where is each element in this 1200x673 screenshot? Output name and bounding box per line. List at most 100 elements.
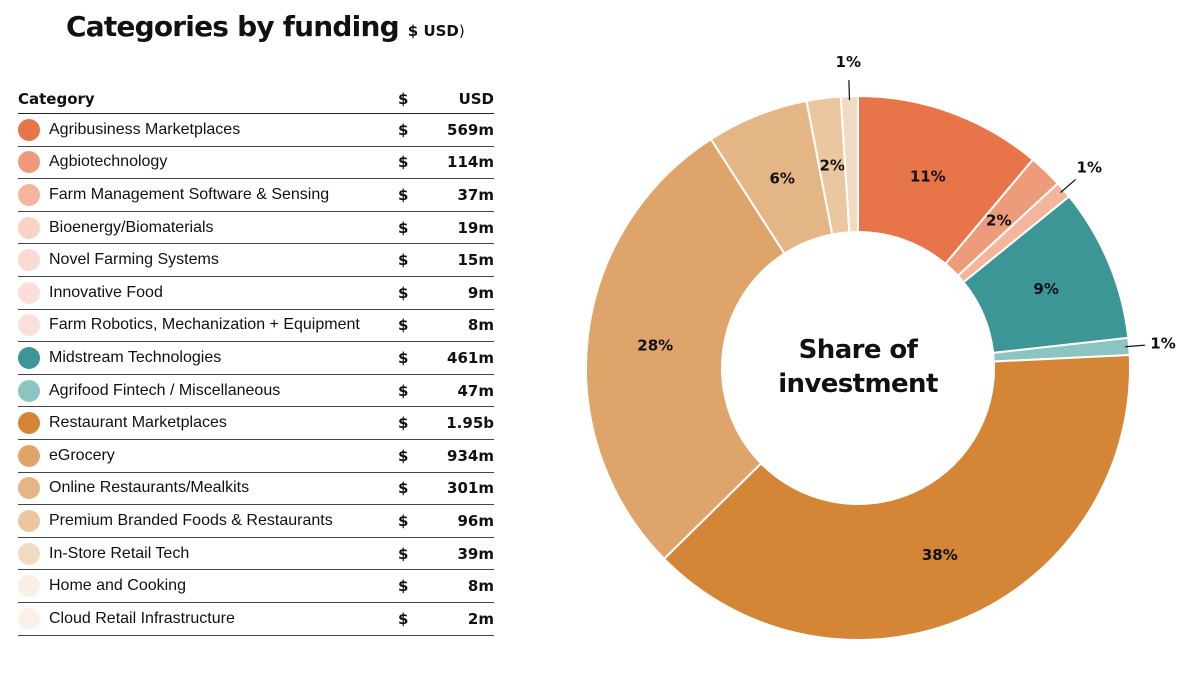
table-row: Farm Management Software & Sensing $37m — [18, 179, 494, 212]
table-row: Farm Robotics, Mechanization + Equipment… — [18, 310, 494, 343]
chart-title: Categories by funding $ USD) — [66, 10, 465, 43]
funding-value: 9m — [467, 283, 494, 302]
category-label: Agbiotechnology — [49, 153, 168, 171]
table-row: Premium Branded Foods & Restaurants $96m — [18, 505, 494, 538]
category-cell: Novel Farming Systems — [18, 249, 398, 272]
legend-swatch — [18, 477, 40, 500]
dollar-sign: $ — [398, 544, 409, 563]
leader-line — [1125, 344, 1146, 348]
table-header: Category $ USD — [18, 84, 494, 114]
table-row: Home and Cooking $8m — [18, 570, 494, 603]
slice-label: 1% — [1077, 159, 1102, 177]
dollar-sign: $ — [398, 218, 409, 237]
category-label: Agribusiness Marketplaces — [49, 120, 241, 138]
table-body: Agribusiness Marketplaces $569m Agbiotechn… — [18, 114, 494, 636]
category-label: Innovative Food — [49, 283, 163, 301]
category-cell: Farm Management Software & Sensing — [18, 183, 398, 206]
funding-value: 569m — [447, 120, 494, 139]
category-cell: Agrifood Fintech / Miscellaneous — [18, 379, 398, 402]
category-label: Novel Farming Systems — [49, 251, 219, 269]
legend-swatch — [18, 575, 40, 598]
legend-swatch — [18, 607, 40, 630]
slice-label: 28% — [637, 336, 673, 354]
dollar-sign: $ — [398, 283, 409, 302]
legend-swatch — [18, 542, 40, 565]
funding-value: 19m — [457, 218, 494, 237]
category-label: Cloud Retail Infrastructure — [49, 609, 235, 627]
legend-swatch — [18, 444, 40, 467]
table-row: Midstream Technologies $461m — [18, 342, 494, 375]
leader-line — [848, 80, 851, 101]
table-row: Agrifood Fintech / Miscellaneous $47m — [18, 375, 494, 408]
category-cell: Restaurant Marketplaces — [18, 412, 398, 435]
donut-slice — [839, 94, 859, 234]
legend-swatch — [18, 314, 40, 337]
share-of-investment-donut: 11% 2% 1% 9% 1% 38% 28% 6% 2% 1% Share of investmen… — [585, 53, 1176, 641]
funding-value: 301m — [447, 479, 494, 498]
donut-slice — [662, 354, 1131, 641]
header-category: Category — [18, 89, 95, 108]
dollar-sign: $ — [398, 511, 409, 530]
slice-label: 2% — [819, 157, 844, 175]
category-cell: Innovative Food — [18, 281, 398, 304]
funding-value: 2m — [467, 609, 494, 628]
center-label: investment — [778, 369, 938, 399]
slice-label: 11% — [910, 167, 946, 185]
legend-swatch — [18, 183, 40, 206]
funding-value: 461m — [447, 348, 494, 367]
slice-label: 2% — [986, 211, 1011, 229]
category-label: Farm Management Software & Sensing — [49, 185, 330, 203]
center-label: Share of — [799, 335, 919, 365]
dollar-sign: $ — [398, 577, 409, 596]
category-label: Bioenergy/Biomaterials — [49, 218, 214, 236]
table-row: Innovative Food $9m — [18, 277, 494, 310]
category-cell: Home and Cooking — [18, 575, 398, 598]
category-cell: Bioenergy/Biomaterials — [18, 216, 398, 239]
table-row: Agribusiness Marketplaces $569m — [18, 114, 494, 147]
leader-line — [1060, 178, 1077, 193]
funding-value: 934m — [447, 446, 494, 465]
table-row: In-Store Retail Tech $39m — [18, 538, 494, 571]
category-cell: Agbiotechnology — [18, 151, 398, 174]
donut-slice — [585, 137, 786, 561]
funding-value: 39m — [457, 544, 494, 563]
category-cell: In-Store Retail Tech — [18, 542, 398, 565]
header-value: USD — [458, 89, 494, 108]
category-label: Agrifood Fintech / Miscellaneous — [49, 381, 281, 399]
category-cell: Cloud Retail Infrastructure — [18, 607, 398, 630]
dollar-sign: $ — [398, 479, 409, 498]
legend-swatch — [18, 509, 40, 532]
legend-swatch — [18, 118, 40, 141]
legend-swatch — [18, 379, 40, 402]
funding-value: 37m — [457, 185, 494, 204]
category-label: Premium Branded Foods & Restaurants — [49, 511, 333, 529]
funding-value: 8m — [467, 577, 494, 596]
category-cell: eGrocery — [18, 444, 398, 467]
funding-value: 96m — [457, 511, 494, 530]
legend-swatch — [18, 151, 40, 174]
slice-label: 1% — [836, 53, 861, 71]
chart-title-paren: ) — [458, 22, 465, 40]
slice-label: 38% — [922, 546, 958, 564]
category-label: Midstream Technologies — [49, 348, 222, 366]
category-label: eGrocery — [49, 446, 115, 464]
funding-value: 8m — [467, 316, 494, 335]
legend-swatch — [18, 412, 40, 435]
dollar-sign: $ — [398, 381, 409, 400]
slice-label: 1% — [1150, 335, 1175, 353]
dollar-sign: $ — [398, 120, 409, 139]
dollar-sign: $ — [398, 414, 409, 433]
funding-value: 47m — [457, 381, 494, 400]
category-cell: Online Restaurants/Mealkits — [18, 477, 398, 500]
category-label: In-Store Retail Tech — [49, 544, 190, 562]
table-row: Online Restaurants/Mealkits $301m — [18, 473, 494, 506]
category-label: Restaurant Marketplaces — [49, 414, 227, 432]
table-row: Novel Farming Systems $15m — [18, 244, 494, 277]
dollar-sign: $ — [398, 609, 409, 628]
table-row: Cloud Retail Infrastructure $2m — [18, 603, 494, 636]
dollar-sign: $ — [398, 185, 409, 204]
category-label: Home and Cooking — [49, 577, 186, 595]
dollar-sign: $ — [398, 316, 409, 335]
legend-swatch — [18, 216, 40, 239]
dollar-sign: $ — [398, 348, 409, 367]
